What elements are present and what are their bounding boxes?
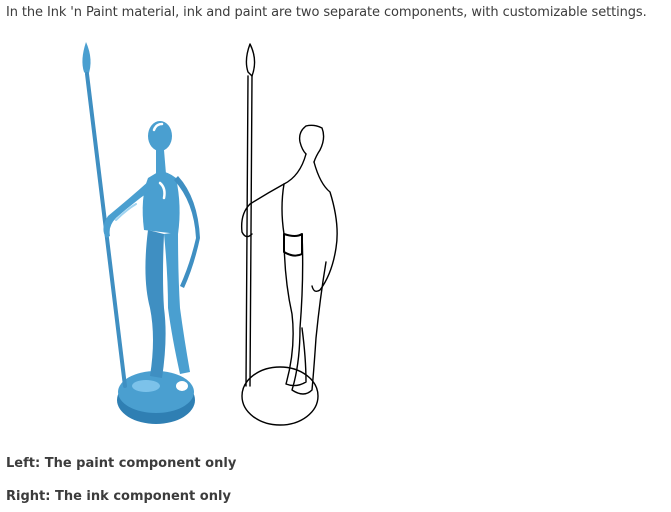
right-caption: Right: The ink component only: [6, 489, 231, 504]
ink-only-statue: [240, 43, 338, 426]
intro-text: In the Ink 'n Paint material, ink and pa…: [6, 5, 647, 20]
ink-paint-illustration: [82, 42, 338, 426]
left-caption: Left: The paint component only: [6, 456, 237, 471]
paint-only-statue: [82, 42, 200, 424]
